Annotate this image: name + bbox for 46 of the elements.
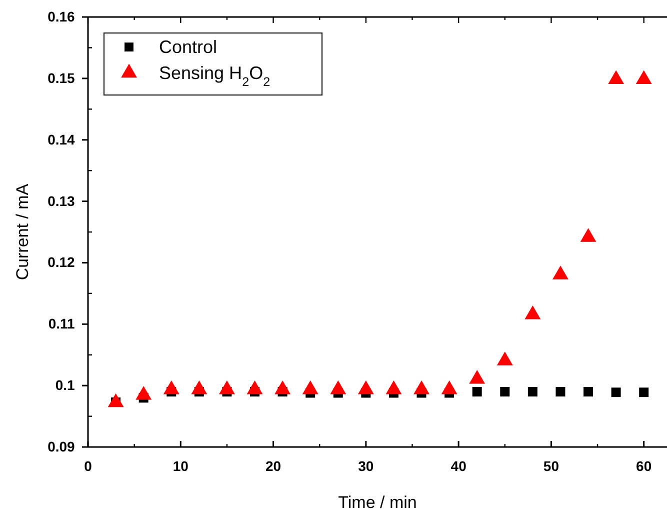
x-tick-label: 60 (636, 458, 652, 474)
point (136, 386, 152, 400)
legend-label: Sensing H$_{2}$O$_{2}$ (159, 63, 270, 89)
point (469, 370, 486, 384)
point (552, 266, 568, 280)
point (358, 380, 374, 394)
point (496, 352, 513, 366)
x-tick-label: 10 (172, 458, 189, 474)
x-axis-title: Time / min (338, 493, 417, 510)
point (524, 306, 541, 320)
point (218, 380, 235, 394)
point (191, 380, 208, 394)
y-tick-label: 0.13 (48, 192, 76, 209)
y-axis-title: Current / mA (13, 183, 32, 280)
y-tick-label: 0.16 (48, 8, 76, 24)
x-tick-label: 40 (450, 458, 467, 474)
y-tick-label: 0.09 (48, 438, 76, 454)
y-tick-label: 0.1 (55, 377, 76, 394)
point (441, 380, 458, 394)
legend-label: Control (159, 37, 218, 57)
point (246, 380, 263, 394)
point (639, 388, 649, 398)
point (274, 380, 291, 394)
y-tick-label: 0.15 (48, 70, 76, 86)
point (472, 386, 482, 396)
x-tick-label: 20 (265, 458, 282, 474)
point (528, 386, 538, 396)
point (163, 380, 180, 394)
point (330, 380, 346, 394)
x-tick-label: 50 (543, 458, 560, 474)
point (500, 386, 510, 396)
point (556, 386, 566, 396)
point (608, 70, 624, 84)
y-tick-label: 0.11 (48, 316, 76, 332)
point (584, 386, 593, 396)
y-tick-label: 0.12 (48, 254, 76, 270)
x-tick-label: 30 (358, 458, 374, 474)
point (580, 228, 596, 242)
point (108, 393, 124, 408)
x-tick-label: 0 (84, 458, 92, 474)
point (611, 388, 621, 398)
point (386, 380, 402, 394)
point (414, 380, 430, 394)
point (302, 380, 318, 394)
y-tick-label: 0.14 (48, 131, 76, 148)
point (636, 70, 652, 84)
